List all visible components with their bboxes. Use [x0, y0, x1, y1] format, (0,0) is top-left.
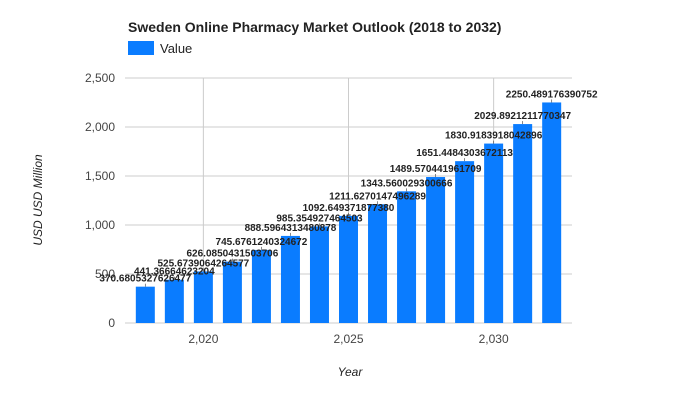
- bar-2018: [135, 286, 155, 323]
- chart-title: Sweden Online Pharmacy Market Outlook (2…: [128, 19, 501, 35]
- data-label-2030: 1830.9183918042896: [445, 131, 543, 142]
- bar-2031: [513, 124, 533, 323]
- bar-2023: [280, 235, 300, 323]
- y-tick-label: 0: [108, 316, 115, 330]
- y-tick-label: 1,500: [85, 169, 115, 183]
- y-axis-title: USD USD Million: [31, 154, 45, 246]
- legend: Value: [128, 41, 192, 56]
- data-label-2025: 1092.649371877380: [303, 203, 395, 214]
- bar-2026: [368, 204, 388, 323]
- data-labels: 370.6805327626477441.36664623204525.6739…: [99, 89, 598, 287]
- bar-2019: [164, 279, 184, 323]
- y-tick-label: 1,000: [85, 218, 115, 232]
- data-label-2020: 525.6739064264577: [157, 258, 249, 269]
- bar-2025: [339, 215, 358, 323]
- data-label-2018: 370.6805327626477: [99, 274, 191, 285]
- data-label-2019: 441.36664623204: [134, 267, 215, 278]
- data-label-2032: 2250.489176390752: [506, 89, 598, 100]
- legend-label: Value: [160, 41, 192, 56]
- bar-2030: [484, 143, 504, 323]
- bar-2027: [397, 191, 417, 323]
- bar-2032: [542, 102, 562, 324]
- bars: [135, 102, 562, 324]
- y-axis-ticks: 0 500 1,000 1,500 2,000 2,500: [85, 71, 115, 330]
- data-label-2024: 985.354927464503: [276, 213, 363, 224]
- x-axis-ticks: 2,020 2,025 2,030: [188, 332, 509, 346]
- data-label-2027: 1343.560029300666: [361, 178, 453, 189]
- bar-2020: [193, 271, 213, 323]
- bar-2022: [251, 249, 271, 323]
- data-label-2031: 2029.8921211770347: [474, 111, 571, 122]
- x-axis-title: Year: [338, 365, 364, 379]
- x-tick-label: 2,020: [188, 332, 218, 346]
- data-label-2029: 1651.4484303672113: [416, 148, 513, 159]
- y-tick-label: 500: [95, 267, 115, 281]
- bar-2021: [222, 261, 242, 323]
- bar-2024: [309, 226, 329, 323]
- data-label-2021: 626.0850431503706: [187, 249, 279, 260]
- x-tick-label: 2,030: [479, 332, 509, 346]
- y-tick-label: 2,500: [85, 71, 115, 85]
- bar-2029: [455, 161, 475, 323]
- data-label-2028: 1489.570441961709: [390, 164, 482, 175]
- x-tick-label: 2,025: [333, 332, 363, 346]
- legend-swatch: [128, 41, 154, 55]
- data-label-2026: 1211.6270147496289: [329, 191, 426, 202]
- data-label-2023: 888.5964313480878: [245, 223, 337, 234]
- data-label-2022: 745.6761240324672: [216, 237, 308, 248]
- bar-2028: [426, 177, 446, 323]
- y-tick-label: 2,000: [85, 120, 115, 134]
